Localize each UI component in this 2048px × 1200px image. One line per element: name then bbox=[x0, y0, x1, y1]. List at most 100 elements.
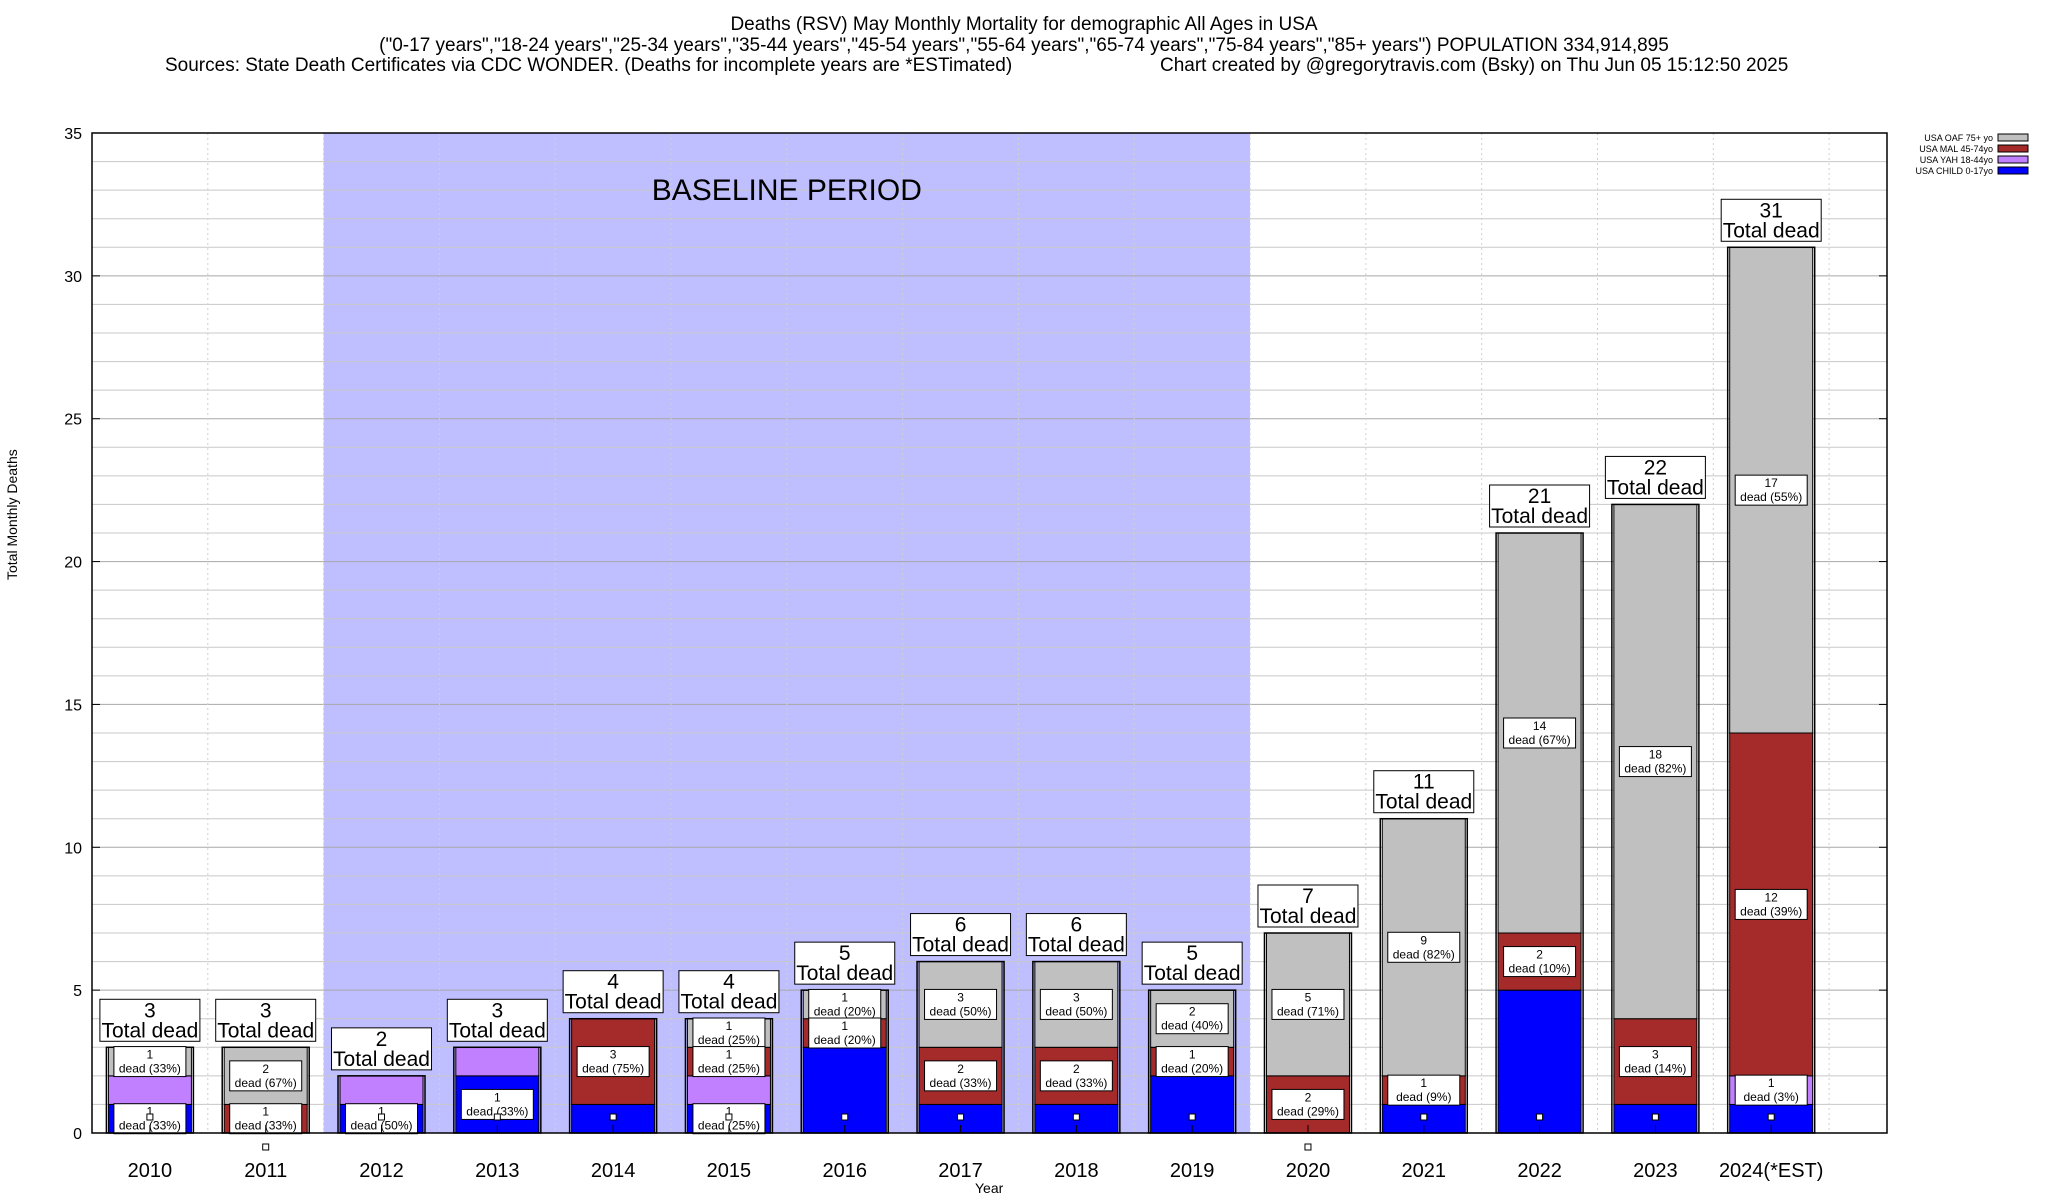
segment-label-text: dead (33%) bbox=[930, 1076, 992, 1090]
x-tick-label: 2016 bbox=[822, 1160, 867, 1182]
segment-label-text: dead (33%) bbox=[466, 1104, 528, 1118]
legend-swatch bbox=[1997, 144, 2029, 153]
segment-label-count: 18 bbox=[1649, 748, 1663, 762]
segment-label-box bbox=[1618, 746, 1692, 778]
total-label-text: Total dead bbox=[217, 1019, 314, 1042]
segment-label-text: dead (25%) bbox=[698, 1062, 760, 1076]
segment-label-text: dead (9%) bbox=[1396, 1090, 1451, 1104]
segment-label-count: 1 bbox=[494, 1090, 501, 1104]
total-label-box bbox=[1025, 913, 1127, 957]
base-marker bbox=[725, 1113, 733, 1121]
x-tick-label: 2014 bbox=[591, 1160, 636, 1182]
segment-label-box bbox=[924, 1060, 998, 1092]
segment-label-count: 1 bbox=[726, 1019, 733, 1033]
segment-label-count: 1 bbox=[726, 1048, 733, 1062]
segment-label-box bbox=[1734, 888, 1808, 920]
segment-label-count: 12 bbox=[1765, 890, 1779, 904]
segment-label-count: 1 bbox=[1768, 1076, 1775, 1090]
segment-label-count: 1 bbox=[147, 1105, 154, 1119]
legend-swatch bbox=[1997, 133, 2029, 142]
base-marker bbox=[262, 1143, 270, 1151]
total-label-value: 3 bbox=[491, 999, 503, 1022]
segment-label-count: 2 bbox=[1073, 1062, 1080, 1076]
base-marker bbox=[1304, 1143, 1312, 1151]
total-label-box bbox=[99, 998, 201, 1042]
total-label-value: 4 bbox=[723, 971, 735, 994]
total-label-text: Total dead bbox=[101, 1019, 198, 1042]
segment-label-count: 17 bbox=[1765, 476, 1779, 490]
total-label-text: Total dead bbox=[1491, 505, 1588, 528]
total-label-value: 6 bbox=[955, 914, 967, 937]
segment-label-box bbox=[1734, 1074, 1808, 1106]
segment-label-text: dead (20%) bbox=[814, 1004, 876, 1018]
segment-label-box bbox=[229, 1060, 303, 1092]
base-marker bbox=[146, 1113, 154, 1121]
segment-label-box bbox=[1271, 988, 1345, 1020]
total-label-text: Total dead bbox=[1375, 791, 1472, 814]
total-label-text: Total dead bbox=[796, 962, 893, 985]
chart-credit: Chart created by @gregorytravis.com (Bsk… bbox=[1160, 55, 1789, 76]
segment-label-text: dead (10%) bbox=[1509, 962, 1571, 976]
segment-label-box bbox=[1039, 988, 1113, 1020]
base-marker bbox=[1651, 1113, 1659, 1121]
segment-label-text: dead (29%) bbox=[1277, 1104, 1339, 1118]
x-tick-label: 2022 bbox=[1517, 1160, 1562, 1182]
segment-label-count: 3 bbox=[610, 1048, 617, 1062]
y-tick-label: 0 bbox=[73, 1126, 82, 1143]
x-tick-label: 2023 bbox=[1633, 1160, 1678, 1182]
segment-label-count: 1 bbox=[841, 990, 848, 1004]
total-label-value: 7 bbox=[1302, 885, 1314, 908]
total-label-box bbox=[331, 1027, 433, 1071]
segment-label-count: 2 bbox=[957, 1062, 964, 1076]
segment-label-count: 1 bbox=[1189, 1048, 1196, 1062]
legend-label: USA CHILD 0-17yo bbox=[1915, 166, 1993, 176]
x-tick-label: 2015 bbox=[707, 1160, 752, 1182]
segment-label-count: 3 bbox=[1073, 990, 1080, 1004]
y-tick-label: 15 bbox=[64, 697, 82, 714]
legend-swatch bbox=[1997, 166, 2029, 175]
segment-label-text: dead (20%) bbox=[1161, 1062, 1223, 1076]
bar-segment bbox=[455, 1046, 540, 1077]
total-label-box bbox=[1604, 455, 1706, 499]
total-label-value: 21 bbox=[1528, 485, 1551, 508]
total-label-text: Total dead bbox=[680, 991, 777, 1014]
segment-label-box bbox=[229, 1103, 303, 1135]
y-tick-label: 35 bbox=[64, 126, 82, 143]
total-label-text: Total dead bbox=[1144, 962, 1241, 985]
segment-label-box bbox=[1618, 1046, 1692, 1078]
total-label-box bbox=[1489, 484, 1591, 528]
segment-label-box bbox=[576, 1046, 650, 1078]
y-tick-label: 10 bbox=[64, 840, 82, 857]
segment-label-count: 5 bbox=[1305, 990, 1312, 1004]
x-tick-label: 2010 bbox=[128, 1160, 173, 1182]
segment-label-box bbox=[1387, 931, 1461, 963]
segment-label-text: dead (82%) bbox=[1393, 947, 1455, 961]
segment-label-box bbox=[1387, 1074, 1461, 1106]
segment-label-text: dead (3%) bbox=[1744, 1090, 1799, 1104]
segment-label-box bbox=[924, 988, 998, 1020]
segment-label-box bbox=[1503, 946, 1577, 978]
base-marker bbox=[1767, 1113, 1775, 1121]
segment-label-box bbox=[1734, 474, 1808, 506]
base-marker bbox=[1072, 1113, 1080, 1121]
legend-label: USA YAH 18-44yo bbox=[1920, 155, 1993, 165]
x-tick-label: 2024(*EST) bbox=[1719, 1160, 1824, 1182]
y-axis-label: Total Monthly Deaths bbox=[4, 449, 20, 580]
segment-label-count: 2 bbox=[262, 1062, 269, 1076]
bar-segment bbox=[107, 1075, 192, 1105]
base-marker bbox=[493, 1113, 501, 1121]
total-label-box bbox=[1720, 198, 1822, 242]
total-label-text: Total dead bbox=[565, 991, 662, 1014]
segment-label-text: dead (14%) bbox=[1624, 1062, 1686, 1076]
segment-label-box bbox=[1155, 1046, 1229, 1078]
sources-note: Sources: State Death Certificates via CD… bbox=[165, 55, 1013, 76]
segment-label-text: dead (50%) bbox=[930, 1004, 992, 1018]
total-label-box bbox=[1257, 884, 1359, 928]
segment-label-count: 9 bbox=[1420, 933, 1427, 947]
segment-label-count: 2 bbox=[1305, 1090, 1312, 1104]
segment-label-count: 2 bbox=[1536, 948, 1543, 962]
legend-swatch bbox=[1997, 155, 2029, 164]
segment-label-text: dead (33%) bbox=[119, 1062, 181, 1076]
total-label-value: 5 bbox=[839, 942, 851, 965]
